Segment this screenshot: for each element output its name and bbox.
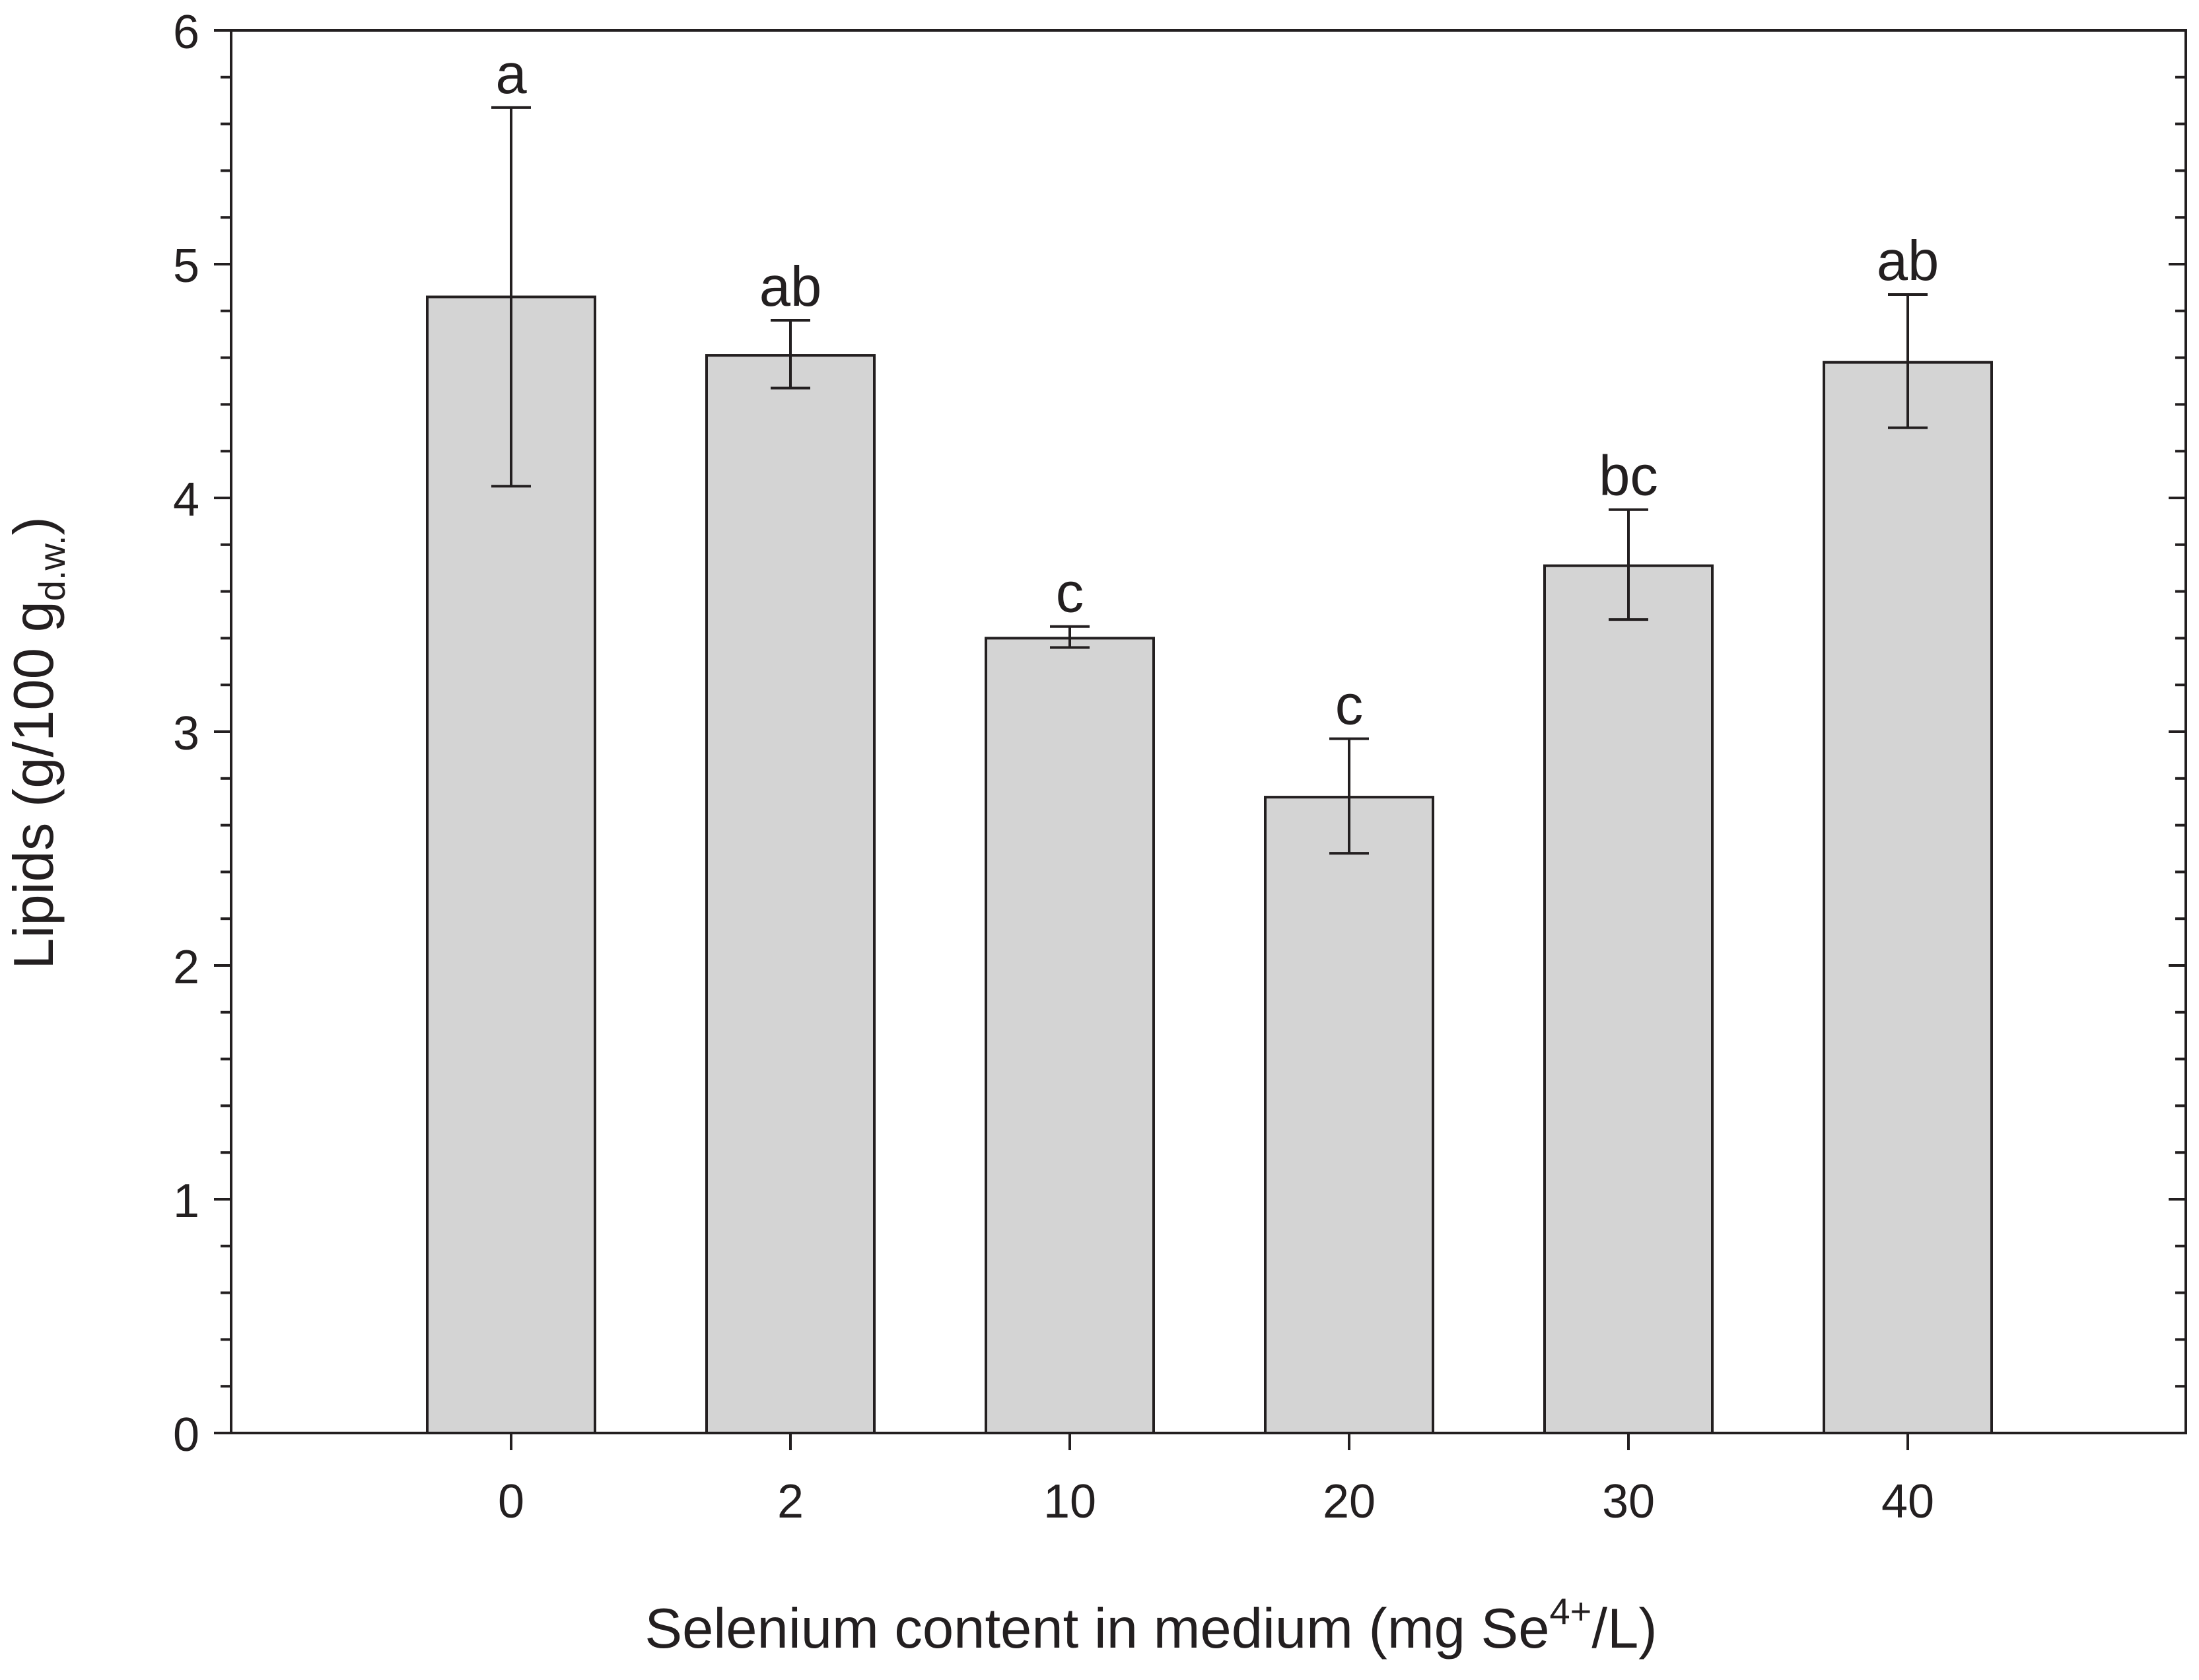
x-tick-labels: 0 2 10 20 30 40 — [498, 1475, 1934, 1528]
x-tick-label-0: 0 — [498, 1475, 524, 1528]
y-tick-label-6: 6 — [173, 6, 199, 59]
error-bar-20 — [1329, 737, 1369, 855]
significance-label-2: ab — [759, 256, 822, 318]
significance-label-30: bc — [1599, 445, 1658, 508]
y-tick-labels: 0 1 2 3 4 5 6 — [173, 6, 199, 1461]
x-tick-label-40: 40 — [1881, 1475, 1934, 1528]
significance-label-20: c — [1335, 674, 1364, 737]
axes-layer — [214, 29, 2187, 1450]
bar-20 — [1264, 796, 1434, 1434]
bar-30 — [1543, 564, 1714, 1434]
y-tick-label-2: 2 — [173, 941, 199, 994]
y-axis-title: Lipids (g/100 gd.w.) — [3, 516, 73, 969]
x-tick-label-2: 2 — [777, 1475, 804, 1528]
bar-10 — [985, 637, 1155, 1434]
bars-layer — [426, 295, 1993, 1434]
y-tick-label-0: 0 — [173, 1409, 199, 1461]
significance-labels-layer: a ab c c bc ab — [495, 43, 1939, 737]
y-tick-label-3: 3 — [173, 707, 199, 760]
error-bar-10 — [1050, 625, 1090, 649]
bar-40 — [1823, 361, 1993, 1434]
error-bar-2 — [771, 318, 810, 390]
x-tick-label-10: 10 — [1043, 1475, 1096, 1528]
significance-label-40: ab — [1877, 230, 1939, 293]
y-tick-label-5: 5 — [173, 240, 199, 293]
x-axis-title: Selenium content in medium (mg Se4+/L) — [645, 1590, 1657, 1660]
error-bars-layer — [491, 106, 1928, 855]
error-bar-30 — [1609, 508, 1648, 621]
bar-2 — [705, 354, 876, 1434]
x-tick-label-20: 20 — [1323, 1475, 1376, 1528]
error-bar-0 — [491, 106, 531, 488]
error-bar-40 — [1888, 293, 1928, 429]
x-tick-label-30: 30 — [1602, 1475, 1655, 1528]
y-tick-label-4: 4 — [173, 473, 199, 526]
significance-label-10: c — [1056, 562, 1084, 625]
significance-label-0: a — [495, 43, 527, 106]
y-tick-label-1: 1 — [173, 1175, 199, 1228]
